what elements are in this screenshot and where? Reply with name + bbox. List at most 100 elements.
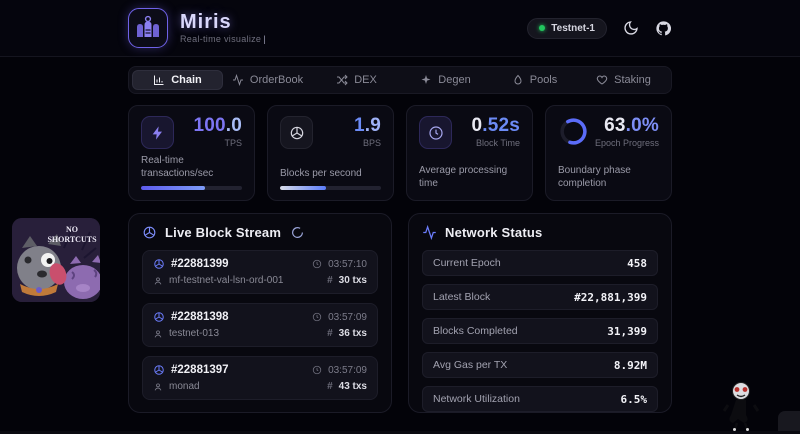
live-block-stream-panel: Live Block Stream #22881399 03:57:10 [128, 213, 392, 413]
panel-title: Network Status [445, 225, 543, 240]
clock-icon [312, 259, 322, 269]
block-orb-icon [154, 259, 164, 269]
block-orb-icon [154, 365, 164, 375]
progress-bar [280, 186, 381, 190]
tab-orderbook[interactable]: OrderBook [223, 70, 312, 90]
tab-staking[interactable]: Staking [579, 70, 668, 90]
tab-label: Chain [171, 74, 202, 86]
sparkle-icon [421, 75, 431, 84]
block-list-item[interactable]: #22881397 03:57:09 monad # [142, 356, 378, 400]
sticker-caption-line1: NO [66, 225, 78, 234]
clock-icon [419, 116, 452, 149]
block-txs: 43 txs [338, 381, 367, 392]
stat-description: Average processing time [419, 165, 508, 189]
bar-chart-icon [154, 75, 164, 85]
stat-unit: Block Time [475, 138, 520, 148]
zap-icon [141, 116, 174, 149]
stat-cards-row: 100.0 TPS Real-time transactions/sec 1.9… [128, 105, 672, 201]
clock-icon [312, 365, 322, 375]
person-icon [154, 276, 162, 284]
stat-unit: TPS [224, 138, 242, 148]
hash-icon: # [327, 328, 333, 339]
network-stat-row: Current Epoch 458 [422, 250, 658, 276]
block-txs: 36 txs [338, 328, 367, 339]
clock-icon [312, 312, 322, 322]
tab-pools[interactable]: Pools [490, 70, 579, 90]
block-time: 03:57:10 [328, 258, 367, 270]
shuffle-icon [337, 74, 348, 86]
person-icon [154, 382, 162, 390]
stat-card-tps: 100.0 TPS Real-time transactions/sec [128, 105, 255, 201]
progress-bar [141, 186, 242, 190]
stat-value: 1.9 [353, 115, 381, 136]
panel-title: Live Block Stream [165, 225, 282, 240]
status-dot [539, 25, 546, 31]
stat-description: Boundary phase completion [558, 165, 631, 189]
tab-degen[interactable]: Degen [401, 70, 490, 90]
activity-icon [423, 225, 436, 240]
stat-value: 6.5% [620, 392, 648, 406]
typing-cursor: | [263, 34, 266, 44]
tab-label: Degen [438, 74, 471, 86]
bottom-edge [0, 431, 800, 434]
stat-unit: BPS [362, 138, 381, 148]
moon-icon [624, 21, 638, 35]
block-validator: monad [169, 381, 200, 392]
stat-description: Real-time transactions/sec [141, 155, 214, 179]
block-time: 03:57:09 [328, 311, 367, 323]
view-tabs: Chain OrderBook DEX Degen Pools [128, 66, 672, 94]
block-time: 03:57:09 [328, 364, 367, 376]
tab-label: Staking [614, 74, 651, 86]
tab-dex[interactable]: DEX [312, 70, 401, 90]
stat-label: Current Epoch [433, 257, 501, 269]
hash-icon: # [327, 275, 333, 286]
github-link[interactable] [655, 20, 672, 37]
tab-chain[interactable]: Chain [132, 70, 223, 90]
network-stat-row: Blocks Completed 31,399 [422, 318, 658, 344]
stat-label: Blocks Completed [433, 325, 518, 337]
hash-icon: # [327, 381, 333, 392]
stat-unit: Epoch Progress [594, 138, 659, 148]
progress-fill [141, 186, 205, 190]
stat-value: 0.52s [471, 115, 520, 136]
stat-description: Blocks per second [280, 168, 362, 179]
network-stat-row: Avg Gas per TX 8.92M [422, 352, 658, 378]
network-status-panel: Network Status Current Epoch 458 Latest … [408, 213, 672, 413]
block-list-item[interactable]: #22881398 03:57:09 testnet-013 [142, 303, 378, 347]
block-list-item[interactable]: #22881399 03:57:10 mf-testnet-val-lsn-or… [142, 250, 378, 294]
network-stat-row: Network Utilization 6.5% [422, 386, 658, 412]
stat-value: 31,399 [607, 324, 647, 338]
stat-value: 100.0 [193, 115, 242, 136]
block-number: #22881398 [171, 311, 229, 323]
app-subtitle: Real-time visualize | [180, 34, 266, 44]
network-badge[interactable]: Testnet-1 [527, 17, 607, 39]
tab-label: Pools [529, 74, 558, 86]
github-icon [656, 20, 672, 35]
stat-value: 8.92M [613, 358, 647, 372]
network-stat-row: Latest Block #22,881,399 [422, 284, 658, 310]
stat-value: 63.0% [604, 115, 659, 136]
skeleton-character [722, 381, 760, 431]
theme-toggle-button[interactable] [623, 20, 639, 36]
dog-cat-cartoon: NO SHORTCUTS [12, 218, 100, 302]
block-orb-icon [143, 226, 156, 239]
stat-label: Latest Block [433, 291, 491, 303]
logo-glyph-icon [137, 15, 159, 37]
block-validator: testnet-013 [169, 328, 220, 339]
block-number: #22881397 [171, 364, 229, 376]
corner-widget[interactable] [778, 411, 800, 434]
droplet-icon [514, 74, 522, 85]
block-number: #22881399 [171, 258, 229, 270]
stat-card-epoch: 63.0% Epoch Progress Boundary phase comp… [545, 105, 672, 201]
stat-label: Network Utilization [433, 393, 520, 405]
stat-value: #22,881,399 [574, 290, 647, 304]
stat-label: Avg Gas per TX [433, 359, 508, 371]
block-orb-icon [154, 312, 164, 322]
stat-card-blocktime: 0.52s Block Time Average processing time [406, 105, 533, 201]
stat-value: 458 [627, 256, 647, 270]
tab-label: DEX [354, 74, 377, 86]
app-header: Miris Real-time visualize | Testnet-1 [0, 0, 800, 57]
tab-label: OrderBook [249, 74, 304, 86]
refresh-spinner-icon [292, 227, 304, 238]
progress-fill [280, 186, 327, 190]
